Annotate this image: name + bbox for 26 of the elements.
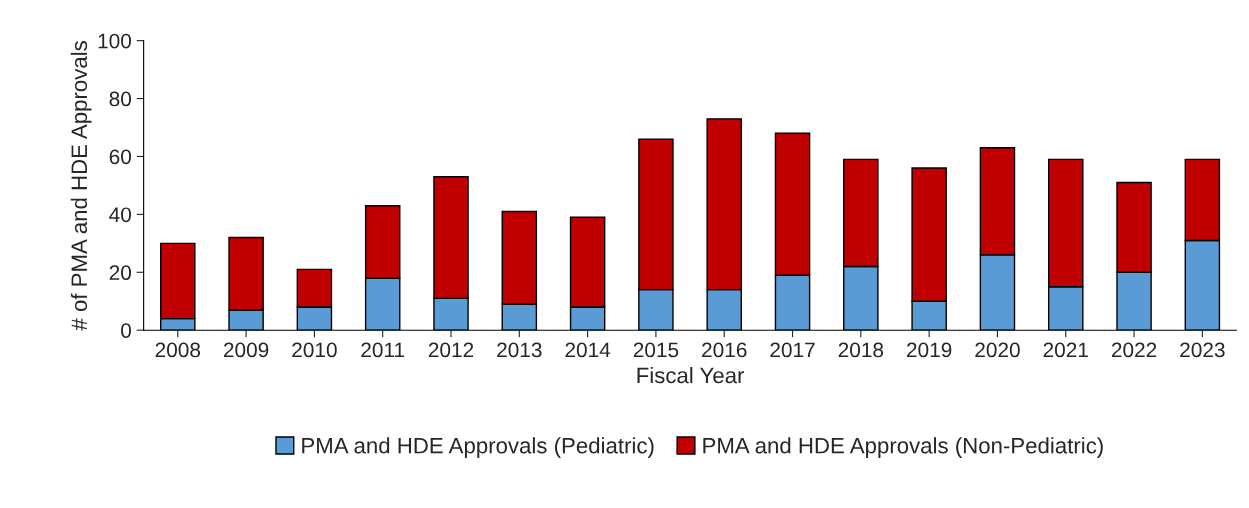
- y-tick-label: 100: [98, 33, 132, 49]
- x-tick-label: 2013: [497, 342, 542, 358]
- x-tick-label: 2017: [770, 342, 815, 358]
- x-tick-label: 2008: [155, 342, 201, 358]
- x-tick-label: 2019: [907, 342, 952, 358]
- x-tick-label: 2021: [1043, 342, 1088, 358]
- x-tick-label: 2014: [565, 342, 611, 358]
- x-tick-label: 2020: [975, 342, 1020, 358]
- x-axis-title: Fiscal Year: [637, 366, 745, 384]
- legend-label: PMA and HDE Approvals (Non-Pediatric): [703, 437, 1103, 458]
- y-tick-label: 0: [121, 323, 132, 338]
- x-tick-label: 2022: [1111, 342, 1157, 358]
- x-tick-label: 2011: [361, 342, 405, 358]
- y-tick-label: 60: [109, 149, 132, 165]
- x-tick-label: 2010: [292, 342, 337, 358]
- x-tick-label: 2023: [1180, 342, 1225, 358]
- x-tick-label: 2015: [633, 342, 679, 358]
- x-tick-label: 2009: [223, 342, 269, 358]
- y-tick-label: 40: [109, 207, 132, 223]
- y-axis-title: # of PMA and HDE Approvals: [70, 41, 92, 331]
- y-tick-label: 20: [109, 265, 132, 281]
- y-tick-label: 80: [109, 91, 132, 107]
- legend-label: PMA and HDE Approvals (Pediatric): [302, 437, 654, 458]
- x-tick-label: 2018: [838, 342, 884, 358]
- x-tick-label: 2012: [428, 342, 474, 358]
- x-tick-label: 2016: [702, 342, 747, 358]
